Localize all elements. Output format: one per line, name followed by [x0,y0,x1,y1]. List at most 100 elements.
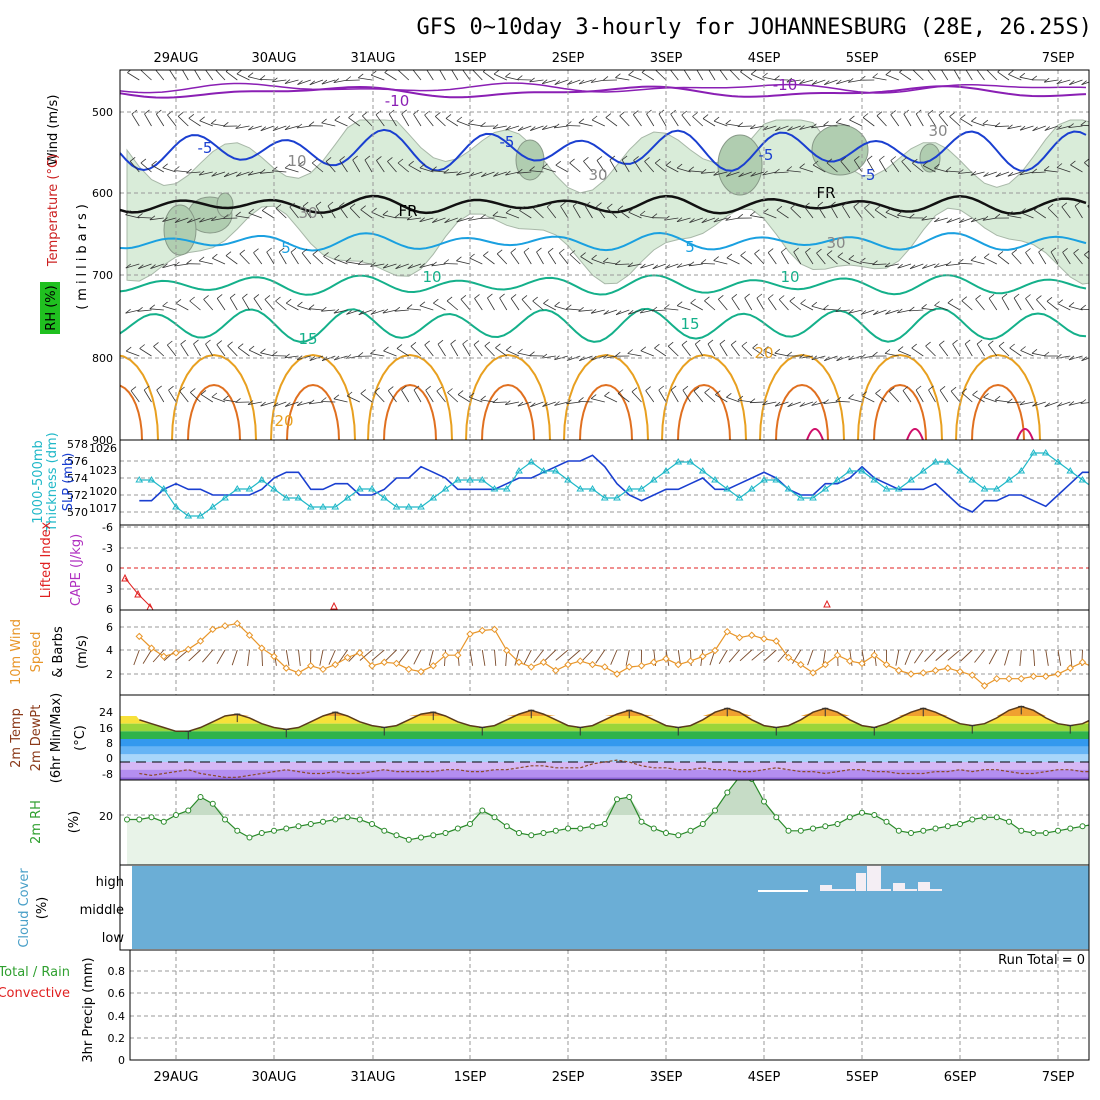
upper-wind-barb [199,260,213,265]
wind10m-barb [328,649,336,665]
wind10m-marker [858,659,866,668]
upper-wind-barb [297,79,311,85]
upper-wind-barb [1046,300,1059,311]
upper-wind-barb-flag [890,110,896,115]
upper-wind-barb [823,401,838,404]
upper-ylabel-mb: (millibars) [75,200,90,310]
upper-wind-barb-flag [260,348,266,354]
precip-ytick-0: 0 [118,1054,125,1067]
upper-wind-barb [309,308,324,311]
upper-wind-barb [408,164,422,173]
upper-wind-barb [505,212,520,219]
upper-wind-barb-flag [811,301,818,307]
upper-wind-barb-flag [205,65,210,69]
upper-wind-barb [321,79,336,85]
upper-wind-barb [542,125,556,130]
top-date-label: 2SEP [552,51,585,66]
upper-wind-barb-flag [654,158,661,164]
upper-wind-barb [1011,253,1022,265]
wind10m-barb [543,649,557,662]
upper-wind-barb [297,305,311,311]
wind10m-marker [441,651,450,659]
upper-wind-barb [482,71,495,81]
upper-wind-barb [922,263,936,269]
rh2m-marker [1030,830,1037,836]
upper-wind-barb [450,343,459,357]
upper-wind-barb-flag [786,166,793,171]
upper-wind-barb-flag [334,115,341,121]
upper-wind-barb-flag [541,79,548,85]
upper-wind-barb [364,159,373,173]
upper-wind-barb [542,401,556,407]
upper-wind-barb-flag [1080,304,1087,310]
upper-wind-barb-flag [297,80,303,85]
upper-wind-barb-flag [312,250,319,255]
isotherm-30 [806,428,824,440]
upper-wind-barb [130,390,140,403]
upper-wind-barb-flag [1094,80,1099,84]
thickness-marker [1066,467,1075,474]
upper-wind-barb [694,343,704,357]
upper-wind-barb [719,343,728,357]
upper-wind-barb [1094,80,1100,84]
upper-wind-barb [970,260,985,265]
upper-wind-barb [311,162,324,173]
upper-wind-barb-flag [848,254,855,260]
upper-wind-barb [780,251,789,265]
thickness-marker [1092,486,1098,491]
upper-wind-barb [533,208,544,219]
high-cloud-bar [905,889,917,891]
thickness-marker [992,485,1001,492]
rh2m-marker [699,821,706,827]
upper-wind-barb-flag [125,263,132,269]
top-date-label: 1SEP [454,51,487,66]
upper-wind-barb-flag [352,155,358,161]
upper-wind-barb [805,251,814,265]
upper-wind-barb [447,392,459,403]
thickness-marker [956,467,964,474]
upper-wind-barb-flag [253,248,259,254]
thickness-marker [662,467,670,474]
wind10m-barb [718,649,728,665]
upper-wind-barb-flag [554,301,560,307]
upper-wind-barb [688,170,703,173]
wind10m-barb [142,649,152,664]
upper-wind-barb-flag [199,116,205,122]
upper-wind-barb [1044,169,1059,173]
wind10m-marker [552,666,560,675]
upper-wind-barb-flag [542,402,548,407]
upper-wind-barb [199,217,213,223]
rh2m-marker [614,796,620,803]
upper-wind-barb [174,263,189,267]
upper-wind-barb-flag [700,259,707,264]
thickness-marker [380,494,389,501]
upper-wind-barb-flag [247,400,254,405]
upper-wind-barb-flag [187,218,193,224]
upper-wind-barb [334,119,348,127]
upper-wind-barb-flag [909,213,915,219]
upper-wind-barb-flag [830,201,836,207]
upper-wind-barb [617,393,630,403]
upper-wind-barb [401,113,410,127]
upper-wind-barb-flag [308,399,315,405]
upper-wind-barb-flag [345,257,352,263]
upper-wind-barb [530,125,544,131]
upper-wind-barb [572,205,581,219]
upper-wind-barb [853,206,863,219]
wind10m-marker [478,626,486,635]
precip-panel-frame [129,949,1090,1061]
wind10m-barb [494,649,497,666]
upper-wind-barb-flag [1032,401,1038,407]
upper-wind-barb [1056,401,1071,407]
upper-wind-barb [235,125,250,129]
upper-wind-barb-flag [1007,124,1013,130]
upper-wind-barb-flag [897,210,903,216]
upper-wind-barb-flag [150,264,156,269]
upper-wind-barb [200,394,214,403]
upper-wind-barb [284,79,299,84]
upper-wind-barb [569,254,581,265]
upper-wind-barb-flag [505,345,512,351]
upper-wind-barb [375,114,385,127]
li-ylabel: Lifted Index [39,521,54,598]
upper-wind-barb-flag [333,78,340,83]
